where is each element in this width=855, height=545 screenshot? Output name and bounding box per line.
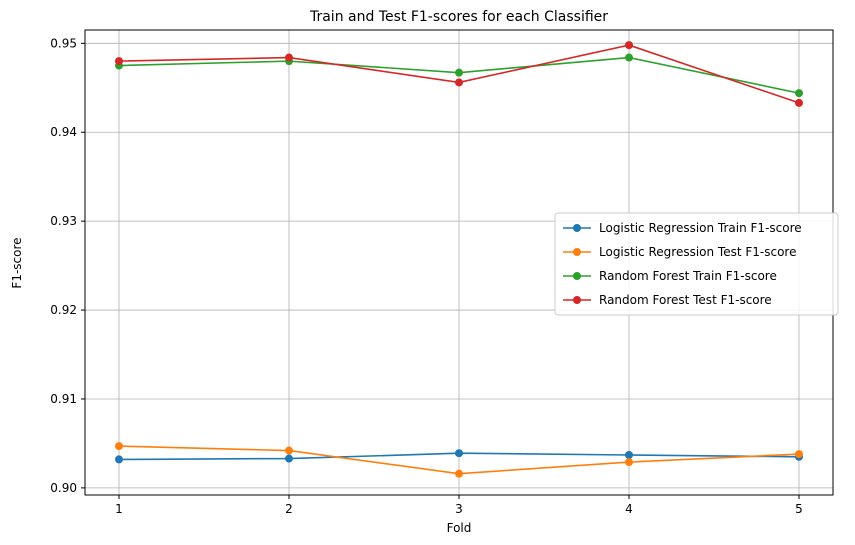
data-point	[455, 449, 463, 458]
legend-label: Random Forest Train F1-score	[599, 269, 777, 283]
series-layer	[115, 41, 803, 478]
data-point	[285, 446, 293, 455]
data-point	[625, 450, 633, 459]
data-point	[115, 455, 123, 464]
legend-item: Random Forest Train F1-score	[563, 269, 777, 283]
legend-label: Logistic Regression Train F1-score	[599, 221, 802, 235]
y-tick-label: 0.90	[50, 481, 77, 495]
x-tick-label: 5	[795, 502, 803, 516]
legend-label: Random Forest Test F1-score	[599, 293, 772, 307]
legend-item: Logistic Regression Train F1-score	[563, 221, 802, 235]
series-4	[115, 41, 803, 107]
legend-label: Logistic Regression Test F1-score	[599, 245, 796, 259]
legend: Logistic Regression Train F1-score Logist…	[554, 212, 839, 316]
data-point	[455, 78, 463, 87]
y-tick-label: 0.92	[50, 303, 77, 317]
data-point	[795, 89, 803, 98]
legend-box	[554, 212, 839, 316]
data-point	[625, 53, 633, 62]
data-point	[285, 454, 293, 463]
series-1	[115, 449, 803, 464]
data-point	[115, 442, 123, 451]
data-point	[115, 57, 123, 66]
y-axis-label: F1-score	[10, 237, 24, 288]
data-point	[285, 53, 293, 62]
x-tick-label: 2	[285, 502, 293, 516]
legend-swatch-marker	[573, 296, 581, 304]
data-point	[795, 450, 803, 459]
x-axis-label: Fold	[447, 521, 472, 535]
legend-swatch-marker	[573, 248, 581, 256]
x-axis-ticks: 1 2 3 4 5	[115, 495, 803, 516]
data-point	[455, 469, 463, 478]
x-tick-label: 4	[625, 502, 633, 516]
legend-swatch-marker	[573, 224, 581, 232]
chart-title: Train and Test F1-scores for each Classi…	[309, 9, 608, 25]
data-point	[455, 68, 463, 77]
x-tick-label: 3	[455, 502, 463, 516]
legend-item: Random Forest Test F1-score	[563, 293, 772, 307]
data-point	[625, 41, 633, 50]
y-tick-label: 0.93	[50, 214, 77, 228]
x-tick-label: 1	[115, 502, 123, 516]
y-tick-label: 0.94	[50, 125, 77, 139]
data-point	[795, 98, 803, 107]
legend-item: Logistic Regression Test F1-score	[563, 245, 796, 259]
data-point	[625, 458, 633, 467]
series-2	[115, 442, 803, 478]
y-tick-label: 0.95	[50, 36, 77, 50]
y-axis-ticks: 0.90 0.91 0.92 0.93 0.94 0.95	[50, 36, 85, 495]
legend-swatch-marker	[573, 272, 581, 280]
y-tick-label: 0.91	[50, 392, 77, 406]
